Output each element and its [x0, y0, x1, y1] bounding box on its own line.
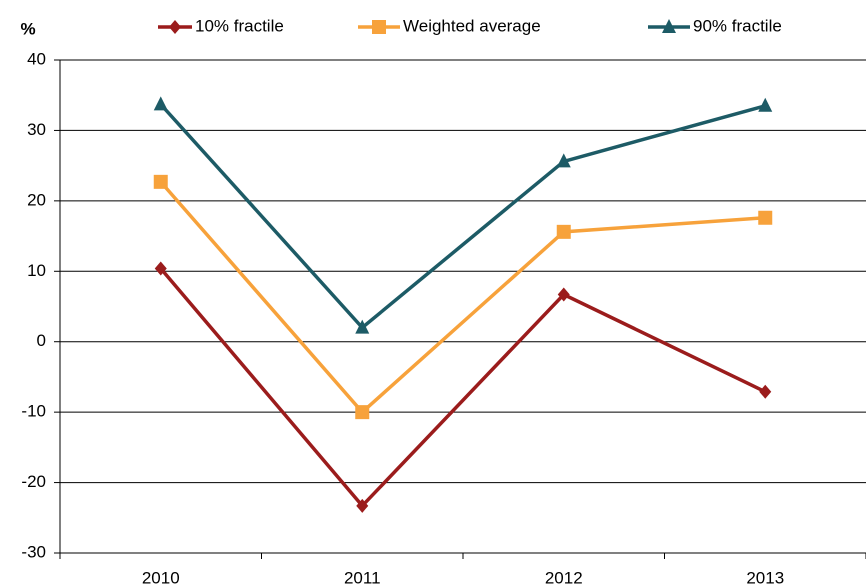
- x-tick-label: 2011: [344, 568, 381, 587]
- marker: [356, 498, 369, 513]
- marker: [153, 96, 168, 111]
- series-line: [159, 103, 766, 331]
- y-tick-label: -20: [21, 472, 46, 491]
- marker: [355, 405, 370, 420]
- y-tick-label: -30: [21, 542, 46, 561]
- x-tick-label: 2010: [142, 568, 180, 587]
- legend-label: 10% fractile: [195, 16, 284, 35]
- legend-marker: [662, 19, 676, 33]
- y-tick-label: -10: [21, 402, 46, 421]
- y-tick-label: 30: [27, 120, 46, 139]
- y-tick-label: 10: [27, 261, 46, 280]
- marker: [758, 210, 773, 225]
- legend-label: Weighted average: [403, 16, 541, 35]
- series-line: [159, 180, 766, 415]
- y-tick-label: 20: [27, 190, 46, 209]
- y-axis-label: %: [20, 19, 35, 38]
- marker: [153, 174, 168, 189]
- marker: [759, 384, 772, 399]
- marker: [556, 153, 571, 168]
- legend-marker: [169, 20, 181, 34]
- y-tick-label: 40: [27, 49, 46, 68]
- marker: [154, 261, 167, 276]
- series-line: [159, 267, 767, 509]
- legend-label: 90% fractile: [693, 16, 782, 35]
- marker: [557, 287, 570, 302]
- x-tick-label: 2012: [545, 568, 583, 587]
- x-tick-label: 2013: [746, 568, 784, 587]
- legend-marker: [372, 20, 386, 34]
- y-tick-label: 0: [37, 331, 46, 350]
- marker: [355, 319, 370, 334]
- marker: [556, 224, 571, 239]
- marker: [758, 97, 773, 112]
